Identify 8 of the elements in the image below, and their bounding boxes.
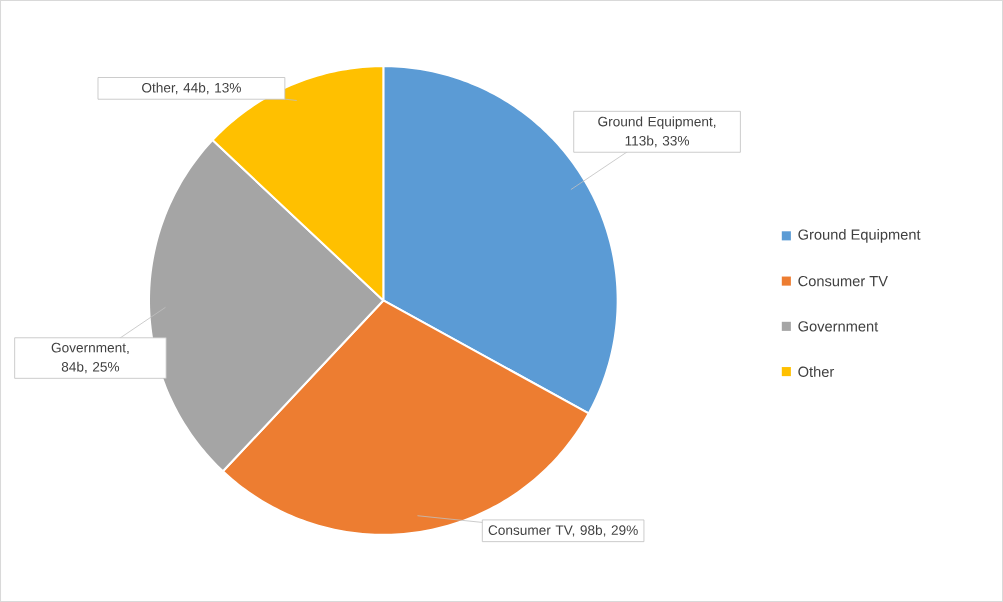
data-label: Government, 84b, 25% (51, 342, 129, 374)
legend-label: Other (798, 366, 835, 377)
data-label: Ground Equipment, 113b, 33% (598, 116, 716, 148)
legend-label: Government (798, 321, 879, 332)
data-label: Consumer TV, 98b, 29% (488, 524, 638, 537)
legend-label: Ground Equipment (798, 229, 921, 243)
legend-label: Consumer TV (798, 275, 888, 287)
data-label: Other, 44b, 13% (142, 82, 241, 95)
